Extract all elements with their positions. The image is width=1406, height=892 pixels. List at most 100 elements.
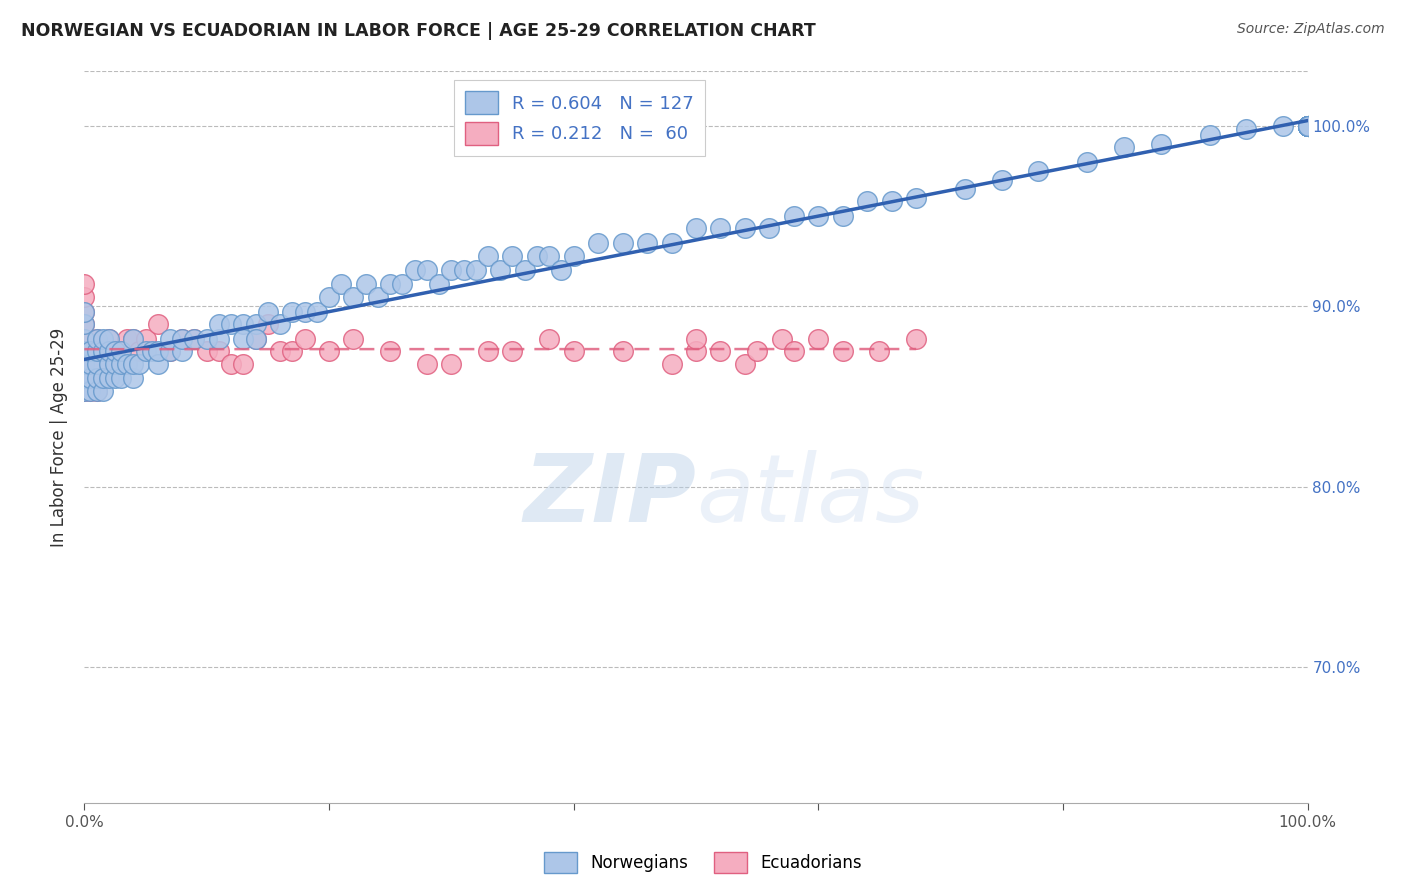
Point — [526, 249, 548, 263]
Point — [318, 344, 340, 359]
Point — [172, 332, 194, 346]
Point — [97, 344, 120, 359]
Point — [1296, 119, 1319, 133]
Point — [232, 357, 254, 371]
Point — [1296, 119, 1319, 133]
Point — [318, 290, 340, 304]
Point — [73, 277, 96, 292]
Point — [122, 371, 145, 385]
Point — [489, 263, 512, 277]
Point — [502, 344, 524, 359]
Point — [79, 384, 101, 398]
Point — [172, 344, 194, 359]
Point — [1296, 119, 1319, 133]
Point — [86, 357, 108, 371]
Point — [1296, 119, 1319, 133]
Point — [1296, 119, 1319, 133]
Point — [440, 263, 463, 277]
Point — [159, 344, 181, 359]
Point — [1296, 119, 1319, 133]
Point — [1296, 119, 1319, 133]
Point — [245, 317, 267, 331]
Point — [342, 290, 364, 304]
Point — [477, 249, 499, 263]
Point — [1296, 119, 1319, 133]
Point — [172, 332, 194, 346]
Point — [73, 344, 96, 359]
Point — [1272, 119, 1295, 133]
Point — [104, 371, 127, 385]
Point — [709, 221, 731, 235]
Point — [770, 332, 793, 346]
Point — [86, 332, 108, 346]
Point — [73, 332, 96, 346]
Point — [305, 304, 328, 318]
Point — [73, 344, 96, 359]
Point — [122, 357, 145, 371]
Point — [1296, 119, 1319, 133]
Point — [1296, 119, 1319, 133]
Point — [380, 277, 402, 292]
Point — [73, 384, 96, 398]
Point — [1296, 119, 1319, 133]
Point — [453, 263, 475, 277]
Point — [562, 344, 585, 359]
Point — [404, 263, 426, 277]
Point — [856, 194, 879, 209]
Text: Source: ZipAtlas.com: Source: ZipAtlas.com — [1237, 22, 1385, 37]
Point — [91, 344, 114, 359]
Point — [1296, 119, 1319, 133]
Point — [245, 332, 267, 346]
Point — [380, 344, 402, 359]
Point — [1076, 154, 1098, 169]
Point — [73, 317, 96, 331]
Text: NORWEGIAN VS ECUADORIAN IN LABOR FORCE | AGE 25-29 CORRELATION CHART: NORWEGIAN VS ECUADORIAN IN LABOR FORCE |… — [21, 22, 815, 40]
Point — [783, 209, 806, 223]
Point — [97, 357, 120, 371]
Point — [135, 344, 157, 359]
Point — [128, 357, 150, 371]
Point — [281, 344, 304, 359]
Point — [128, 344, 150, 359]
Point — [122, 332, 145, 346]
Point — [104, 357, 127, 371]
Point — [97, 371, 120, 385]
Point — [685, 344, 707, 359]
Point — [513, 263, 536, 277]
Point — [73, 317, 96, 331]
Point — [73, 371, 96, 385]
Point — [1296, 119, 1319, 133]
Point — [636, 235, 658, 250]
Point — [110, 344, 132, 359]
Point — [464, 263, 486, 277]
Point — [905, 332, 928, 346]
Point — [354, 277, 377, 292]
Point — [73, 290, 96, 304]
Point — [91, 371, 114, 385]
Point — [219, 317, 242, 331]
Point — [159, 332, 181, 346]
Point — [416, 263, 439, 277]
Point — [110, 357, 132, 371]
Point — [195, 344, 218, 359]
Point — [342, 332, 364, 346]
Point — [257, 304, 280, 318]
Point — [110, 344, 132, 359]
Point — [1296, 119, 1319, 133]
Point — [807, 332, 830, 346]
Point — [1114, 140, 1136, 154]
Point — [477, 344, 499, 359]
Point — [416, 357, 439, 371]
Point — [1296, 119, 1319, 133]
Point — [86, 384, 108, 398]
Point — [110, 371, 132, 385]
Point — [91, 371, 114, 385]
Point — [612, 344, 634, 359]
Legend: R = 0.604   N = 127, R = 0.212   N =  60: R = 0.604 N = 127, R = 0.212 N = 60 — [454, 80, 704, 156]
Point — [1028, 163, 1050, 178]
Point — [146, 357, 169, 371]
Point — [91, 332, 114, 346]
Point — [104, 344, 127, 359]
Point — [245, 332, 267, 346]
Point — [1296, 119, 1319, 133]
